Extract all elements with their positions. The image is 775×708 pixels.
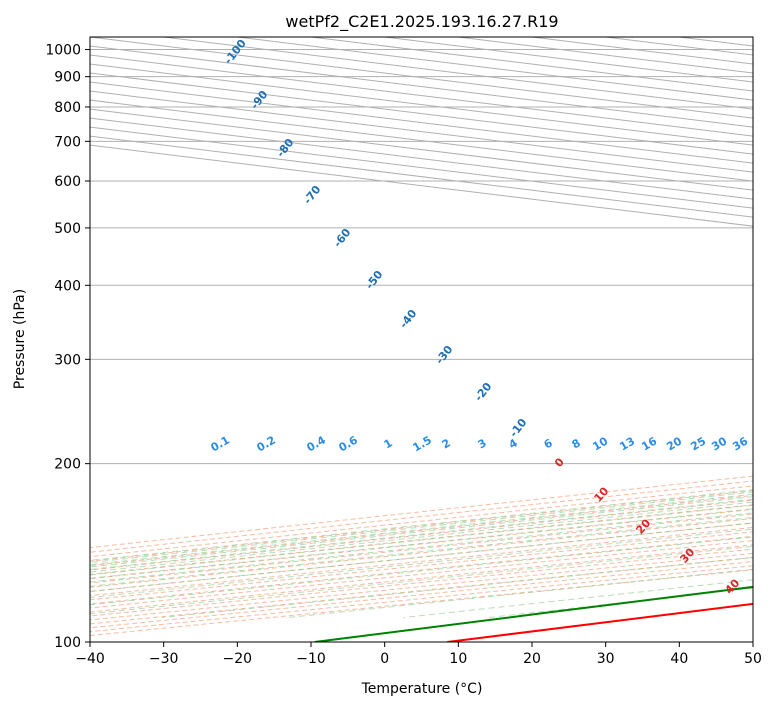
- isotherm: [90, 117, 753, 200]
- chart-title: wetPf2_C2E1.2025.193.16.27.R19: [285, 12, 558, 32]
- plot-frame: [89, 36, 754, 643]
- y-tick-label: 700: [54, 134, 81, 150]
- x-axis-label: Temperature (°C): [361, 681, 483, 697]
- isotherm: [90, 63, 753, 146]
- y-axis: 1000 900 800 700 600 500 400 300 200 100: [45, 43, 90, 651]
- y-axis-label: Pressure (hPa): [12, 289, 28, 389]
- isotherm: [90, 108, 753, 191]
- x-tick-label: 20: [523, 651, 541, 667]
- x-tick-label: 40: [670, 651, 688, 667]
- x-tick-label: −10: [296, 651, 326, 667]
- y-tick-label: 200: [54, 457, 81, 473]
- x-axis: −40 −30 −20 −10 0 10 20 30 40 50: [75, 642, 762, 667]
- y-tick-label: 900: [54, 70, 81, 86]
- x-tick-label: −20: [223, 651, 253, 667]
- x-tick-label: 10: [449, 651, 467, 667]
- plot-area: [90, 37, 753, 642]
- isotherms: [90, 37, 753, 227]
- y-tick-label: 1000: [45, 43, 81, 59]
- x-tick-label: −40: [75, 651, 105, 667]
- isotherm: [90, 72, 753, 155]
- isotherm: [90, 126, 753, 209]
- y-tick-label: 800: [54, 100, 81, 116]
- pressure-grid: [90, 49, 753, 642]
- x-tick-label: 50: [744, 651, 762, 667]
- y-tick-label: 300: [54, 352, 81, 368]
- y-tick-label: 500: [54, 221, 81, 237]
- isotherm: [90, 135, 753, 218]
- x-tick-label: 30: [597, 651, 615, 667]
- isotherm: [90, 99, 753, 182]
- x-tick-label: −30: [149, 651, 179, 667]
- isotherm: [90, 90, 753, 173]
- y-tick-label: 600: [54, 174, 81, 190]
- y-tick-label: 100: [54, 635, 81, 651]
- x-tick-label: 0: [380, 651, 389, 667]
- isotherm: [90, 81, 753, 164]
- y-tick-label: 400: [54, 278, 81, 294]
